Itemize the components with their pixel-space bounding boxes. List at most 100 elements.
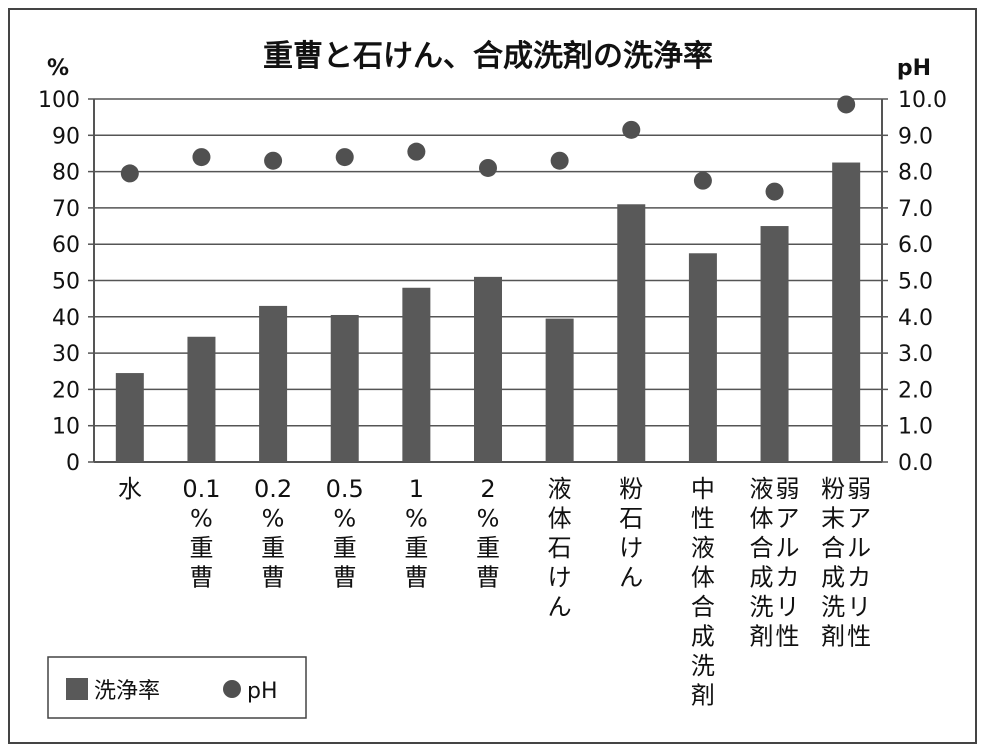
category-label: %: [190, 505, 213, 533]
bar: [474, 276, 502, 462]
category-label: %: [262, 505, 285, 533]
ph-series: [120, 95, 856, 201]
ph-point: [264, 151, 283, 170]
category-label: ん: [619, 564, 643, 592]
category-label: 洗: [691, 652, 715, 680]
category-label: 成: [691, 623, 715, 651]
category-label: 液: [750, 475, 774, 503]
ph-point: [622, 120, 641, 139]
ph-point: [837, 95, 856, 114]
chart-title: 重曹と石けん、合成洗剤の洗浄率: [263, 39, 713, 74]
category-labels: 水 0.1%重曹0.2%重曹0.5%重曹1%重曹2%重曹液体石けん粉石けん中性液体…: [118, 475, 871, 710]
category-label: %: [405, 505, 428, 533]
bar-series: [115, 162, 861, 462]
y-left-tick-label: 90: [52, 124, 80, 149]
y-right-tick-label: 10.0: [898, 88, 947, 113]
ph-point: [120, 164, 139, 183]
y-left-tick-label: 50: [52, 270, 80, 295]
y-right-tick-label: 3.0: [898, 342, 933, 367]
bar: [402, 287, 431, 462]
category-label: 合: [750, 534, 774, 562]
category-label: 成: [750, 564, 774, 592]
category-label: 曹: [189, 564, 213, 592]
category-label: 0.1: [182, 475, 220, 503]
category-label: カ: [847, 564, 871, 592]
y-left-tick-label: 10: [52, 415, 80, 440]
y-left-tick-label: 80: [52, 161, 80, 186]
category-label: 洗: [821, 593, 845, 621]
ph-point: [550, 151, 569, 170]
category-label: 水: [118, 475, 142, 503]
legend-ph-swatch: [223, 680, 241, 698]
ph-point: [335, 148, 354, 167]
bar: [545, 318, 574, 462]
bar: [115, 373, 144, 462]
y-left-tick-label: 0: [66, 451, 80, 476]
category-label: ア: [776, 505, 800, 533]
y-right-tick-label: 6.0: [898, 233, 933, 258]
category-label: 粉: [619, 475, 643, 503]
legend-bar-label: 洗浄率: [94, 679, 160, 704]
category-label: 1: [409, 475, 424, 503]
y-right-tick-label: 0.0: [898, 451, 933, 476]
category-label: 重: [261, 534, 285, 562]
bar: [688, 253, 717, 462]
category-label: 重: [333, 534, 357, 562]
category-label: 曹: [404, 564, 428, 592]
y-right-unit: pH: [897, 56, 931, 81]
y-right-tick-label: 9.0: [898, 124, 933, 149]
category-label: 重: [404, 534, 428, 562]
category-label: 成: [821, 564, 845, 592]
y-left-tick-label: 60: [52, 233, 80, 258]
bar: [760, 226, 789, 462]
category-label: 剤: [750, 623, 774, 651]
category-label: 合: [691, 593, 715, 621]
category-label: 曹: [333, 564, 357, 592]
category-label: 石: [619, 505, 643, 533]
category-label: 性: [776, 623, 800, 651]
category-label: ル: [847, 534, 871, 562]
category-label: 中: [691, 475, 715, 503]
category-label: %: [477, 505, 500, 533]
ph-point: [479, 158, 497, 177]
legend-bar-swatch: [66, 678, 88, 700]
y-right-tick-label: 4.0: [898, 306, 933, 331]
category-label: 弱: [847, 475, 871, 503]
category-label: 重: [476, 534, 500, 562]
category-label: 弱: [776, 475, 800, 503]
category-label: 曹: [476, 564, 500, 592]
y-right-ticks: 0.0 1.0 2.0 3.0 4.0 5.0 6.0 7.0 8.0 9.0 10.0: [898, 88, 947, 476]
category-label: ア: [847, 505, 871, 533]
y-left-tick-label: 70: [52, 197, 80, 222]
y-left-tick-label: 30: [52, 342, 80, 367]
bar: [617, 204, 646, 462]
category-label: 剤: [691, 682, 715, 710]
category-label: 体: [691, 564, 715, 592]
category-label: 体: [548, 505, 572, 533]
category-label: け: [548, 564, 572, 592]
y-left-tick-label: 40: [52, 306, 80, 331]
bar: [832, 162, 861, 462]
category-label: カ: [776, 564, 800, 592]
category-label: 曹: [261, 564, 285, 592]
bar: [259, 305, 288, 462]
y-left-tick-label: 20: [52, 378, 80, 403]
ph-point: [765, 182, 784, 201]
legend-box: [47, 656, 307, 719]
y-left-tick-label: 100: [38, 88, 80, 113]
category-label: 石: [548, 534, 572, 562]
category-label: 重: [189, 534, 213, 562]
category-label: 体: [750, 505, 774, 533]
legend: 洗浄率 pH: [47, 656, 307, 719]
category-label: リ: [847, 593, 871, 621]
category-label: 液: [548, 475, 572, 503]
legend-ph-label: pH: [247, 679, 278, 704]
y-right-tick-label: 2.0: [898, 378, 933, 403]
y-left-unit: %: [47, 56, 69, 81]
category-label: 性: [847, 623, 871, 651]
category-label: 0.5: [326, 475, 364, 503]
category-label: 2: [480, 475, 495, 503]
category-label: ん: [548, 593, 572, 621]
